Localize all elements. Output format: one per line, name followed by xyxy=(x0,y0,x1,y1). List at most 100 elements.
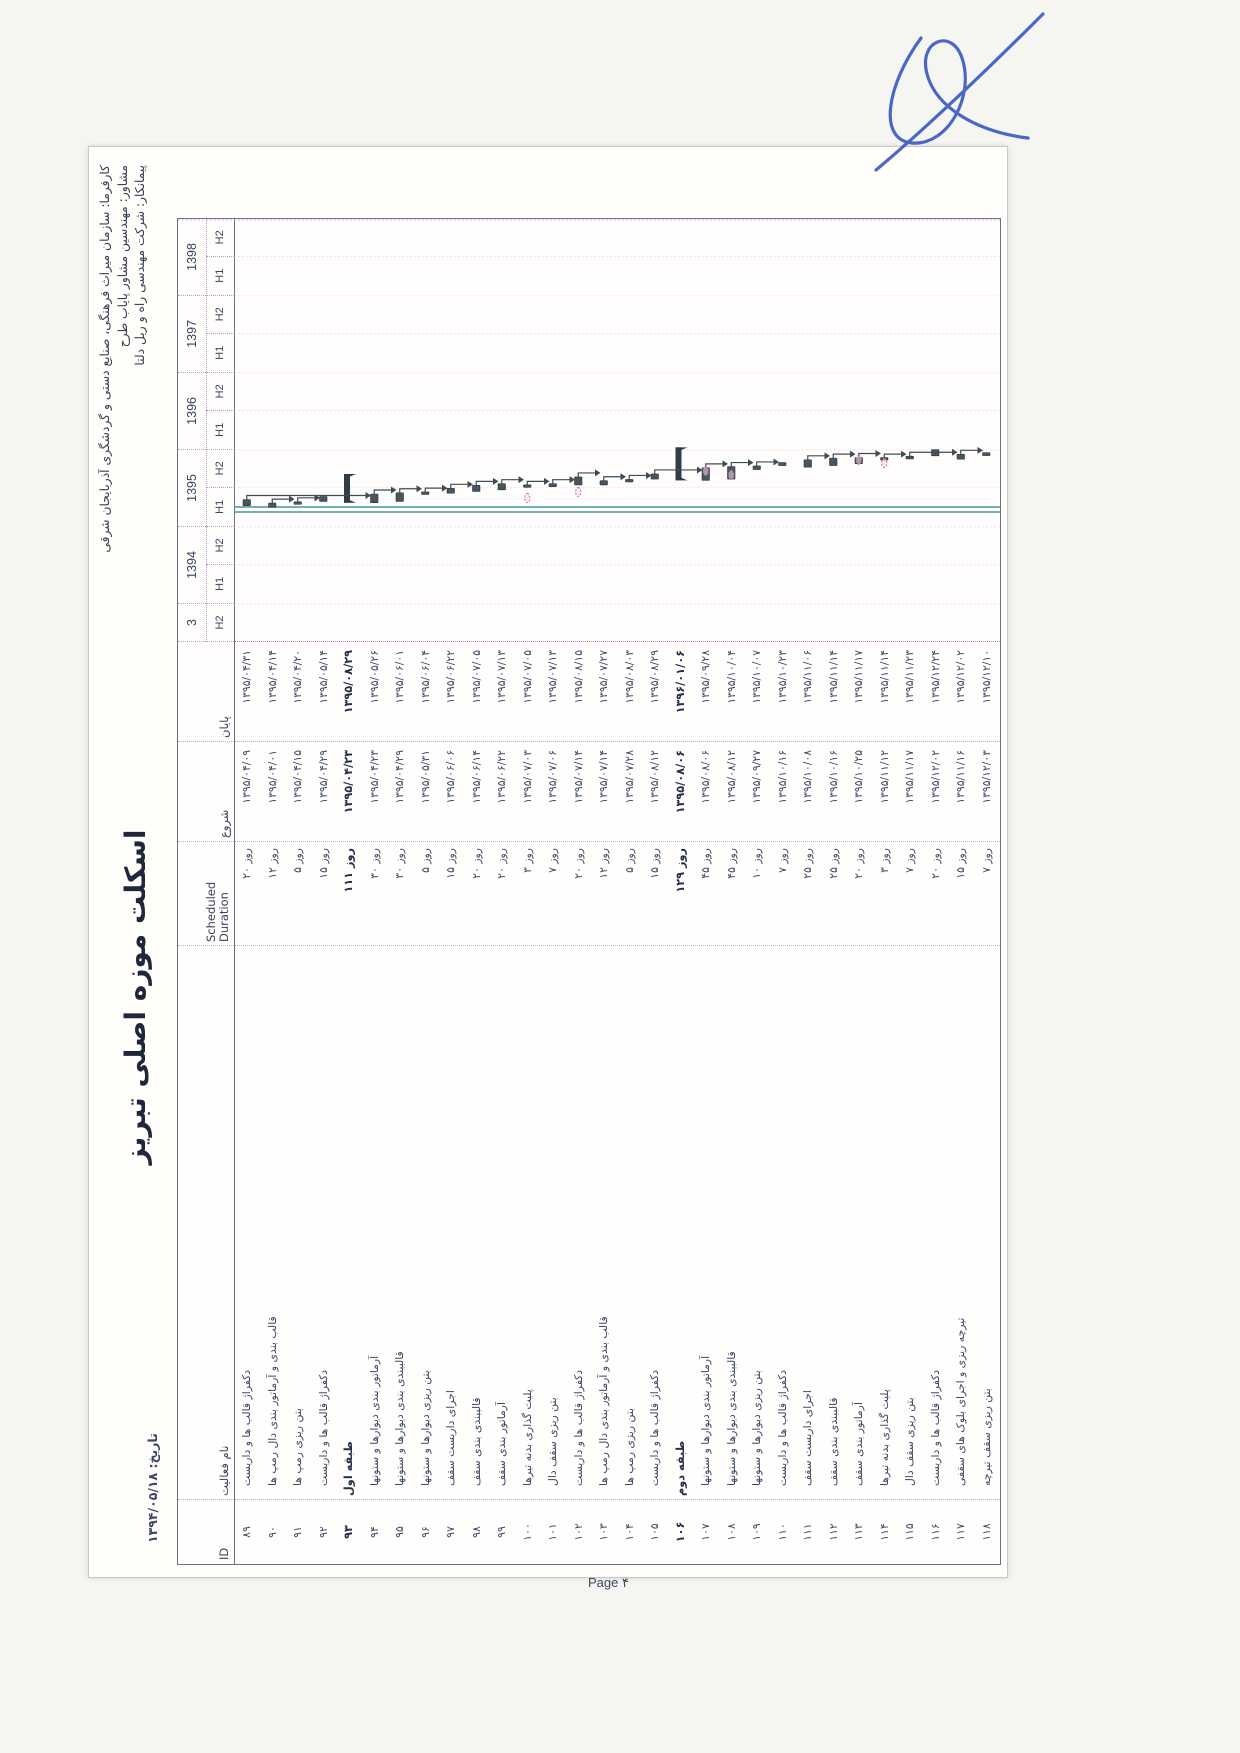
task-start: ۱۳۹۵/۰۶/۲۲ xyxy=(495,750,508,804)
task-duration: ۵ روز xyxy=(418,848,432,873)
link-arrowhead xyxy=(722,460,728,468)
task-bar xyxy=(650,473,659,480)
task-name: بتن ریزی دیوارها و ستونها xyxy=(750,1370,763,1486)
timescale-half: H1 xyxy=(206,410,234,450)
task-finish: ۱۳۹۵/۱۰/۲۳ xyxy=(775,650,789,704)
task-id: ۱۱۲ xyxy=(826,1523,840,1541)
task-start: ۱۳۹۵/۱۱/۱۶ xyxy=(954,750,967,804)
task-bar xyxy=(829,457,838,466)
link-line xyxy=(654,469,698,474)
task-start: ۱۳۹۵/۰۴/۱۵ xyxy=(291,750,304,804)
task-duration: ۲۵ روز xyxy=(826,848,840,879)
link-line xyxy=(730,461,749,467)
task-finish: ۱۳۹۵/۰۵/۱۴ xyxy=(316,650,330,704)
task-start: ۱۳۹۵/۰۴/۰۱ xyxy=(265,750,279,804)
task-finish: ۱۳۹۵/۰۵/۲۶ xyxy=(367,650,381,704)
column-header-id: ID xyxy=(217,1547,231,1560)
task-bar xyxy=(854,457,863,464)
link-line xyxy=(705,463,724,468)
task-bar xyxy=(242,499,251,506)
task-name: بتن ریزی سقف دال xyxy=(546,1397,559,1486)
task-start: ۱۳۹۵/۱۰/۲۵ xyxy=(852,750,865,804)
task-bar xyxy=(727,466,736,480)
task-name: دکفراژ قالب ها و داربست xyxy=(928,1369,942,1486)
task-bar xyxy=(982,452,991,456)
task-name: قالب بندی و آرماتور بندی دال رمپ ها xyxy=(597,1316,610,1486)
task-bar xyxy=(370,493,379,503)
task-finish: ۱۳۹۵/۱۰/۰۴ xyxy=(724,650,738,704)
timescale-year: 1398 xyxy=(178,219,206,296)
timescale-half: H1 xyxy=(206,256,234,296)
link-line xyxy=(271,498,290,504)
task-bar xyxy=(931,449,940,457)
task-id: ۱۰۶ xyxy=(673,1521,687,1543)
task-start: ۱۳۹۵/۰۸/۱۲ xyxy=(724,750,738,804)
task-start: ۱۳۹۵/۰۴/۰۹ xyxy=(240,750,253,804)
task-duration: ۱۲۹ روز xyxy=(673,848,687,893)
column-header-start: شروع xyxy=(217,809,231,838)
task-id: ۱۰۱ xyxy=(546,1523,559,1541)
task-finish: ۱۳۹۵/۱۱/۱۴ xyxy=(826,650,840,704)
task-name: بتن ریزی رمپ ها xyxy=(622,1408,636,1486)
timescale-half: H2 xyxy=(206,449,234,488)
link-arrowhead xyxy=(824,452,830,460)
summary-bar-start-cap xyxy=(675,475,688,481)
task-start: ۱۳۹۵/۰۹/۲۷ xyxy=(750,750,763,804)
task-id: ۹۴ xyxy=(367,1526,381,1538)
page-number: Page ۴ xyxy=(588,1575,629,1590)
gantt-table-frame: ID نام فعالیت Scheduled Duration شروع پا… xyxy=(177,218,1001,1565)
task-start: ۱۳۹۵/۰۸/۰۶ xyxy=(699,750,712,804)
task-start: ۱۳۹۵/۰۷/۲۸ xyxy=(622,750,636,804)
task-id: ۱۰۹ xyxy=(750,1523,763,1541)
task-bar xyxy=(268,502,277,508)
link-line xyxy=(526,480,545,486)
task-name: بتن ریزی رمپ ها xyxy=(291,1408,304,1486)
task-duration: ۳۰ روز xyxy=(367,848,381,879)
task-duration: ۱۵ روز xyxy=(648,848,661,879)
task-id: ۱۰۲ xyxy=(571,1523,585,1541)
task-bar xyxy=(803,459,812,468)
task-duration: ۳ روز xyxy=(877,848,891,873)
timescale-year: 1395 xyxy=(178,449,206,527)
task-name: دکفراژ قالب ها و داربست xyxy=(316,1369,330,1486)
link-line xyxy=(501,479,520,484)
task-bar xyxy=(319,496,328,502)
task-id: ۹۲ xyxy=(316,1526,330,1538)
task-duration: ۲۰ روز xyxy=(928,848,942,879)
scan-progress-artifact xyxy=(702,466,709,476)
link-arrowhead xyxy=(467,480,473,488)
task-name: تیرچه ریزی و اجرای بلوک های سقفی xyxy=(954,1317,967,1486)
link-line xyxy=(424,487,443,493)
task-name: پلیت گذاری بدنه تیرها xyxy=(877,1389,891,1486)
task-name: قالب بندی و آرماتور بندی دال رمپ ها xyxy=(265,1316,279,1486)
task-duration: ۱۲ روز xyxy=(265,848,279,879)
link-arrowhead xyxy=(952,448,958,456)
task-bar xyxy=(472,485,481,492)
task-duration: ۱۲ روز xyxy=(597,848,610,879)
column-header-finish: پایان xyxy=(217,716,231,738)
timescale-year: 1394 xyxy=(178,526,206,605)
task-start: ۱۳۹۵/۰۷/۰۳ xyxy=(520,750,534,804)
task-name: آرماتور بندی سقف xyxy=(495,1401,508,1486)
task-bar xyxy=(599,480,608,486)
task-name: آرماتور بندی دیوارها و ستونها xyxy=(699,1355,712,1486)
link-line xyxy=(373,489,392,495)
task-finish: ۱۳۹۵/۰۶/۲۲ xyxy=(444,650,457,704)
link-line xyxy=(450,483,469,489)
task-start: ۱۳۹۵/۰۷/۱۴ xyxy=(571,750,585,804)
task-name: دکفراژ قالب ها و داربست xyxy=(648,1369,661,1486)
task-finish: ۱۳۹۵/۰۷/۱۳ xyxy=(495,650,508,704)
task-start: ۱۳۹۵/۱۱/۱۲ xyxy=(877,750,891,804)
task-finish: ۱۳۹۵/۰۸/۲۹ xyxy=(342,650,355,714)
task-duration: ۷ روز xyxy=(979,848,993,873)
link-arrowhead xyxy=(748,459,754,467)
task-bar xyxy=(905,455,914,460)
task-bar xyxy=(880,457,889,461)
task-finish: ۱۳۹۵/۱۲/۱۰ xyxy=(979,650,993,704)
task-start: ۱۳۹۵/۰۶/۱۴ xyxy=(469,750,483,804)
task-duration: ۳۰ روز xyxy=(393,848,406,879)
task-finish: ۱۳۹۵/۱۱/۱۷ xyxy=(852,650,865,704)
task-start: ۱۳۹۵/۱۲/۰۳ xyxy=(979,750,993,804)
task-id: ۹۷ xyxy=(444,1526,457,1538)
timescale-year: 1397 xyxy=(178,295,206,373)
